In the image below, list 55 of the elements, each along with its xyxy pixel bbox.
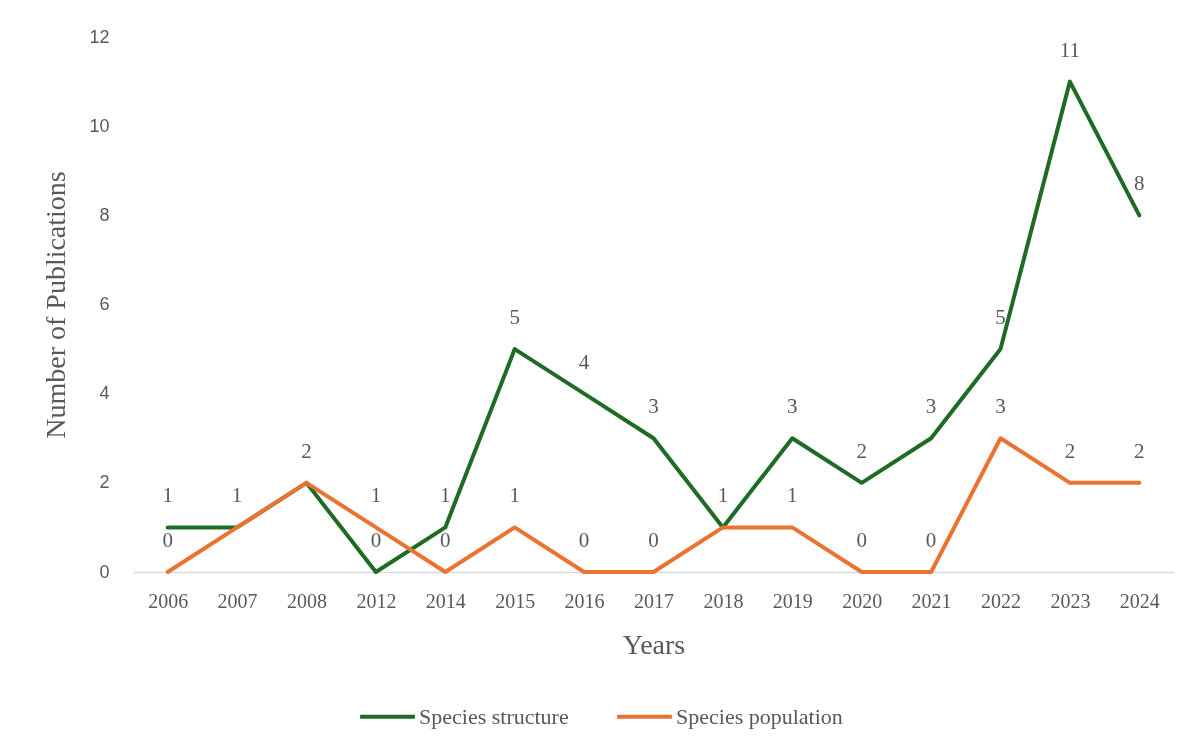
- x-tick-label: 2017: [634, 589, 674, 612]
- x-tick-label: 2024: [1119, 589, 1160, 612]
- x-tick-label: 2022: [981, 589, 1021, 612]
- data-label: 5: [995, 305, 1006, 330]
- data-label: 5: [509, 305, 520, 330]
- x-tick-label: 2012: [356, 589, 397, 612]
- data-label: 1: [231, 483, 243, 508]
- y-tick-label: 2: [99, 472, 110, 493]
- data-label: 0: [370, 528, 382, 552]
- y-tick-label: 12: [89, 26, 110, 47]
- y-tick-label: 4: [99, 383, 110, 404]
- data-label: 2: [1134, 438, 1145, 463]
- data-label: 8: [1134, 171, 1145, 196]
- x-tick-label: 2019: [772, 589, 813, 612]
- x-tick-label: 2007: [217, 589, 258, 612]
- data-label: 3: [648, 394, 659, 419]
- x-tick-label: 2021: [911, 589, 952, 612]
- x-tick-label: 2018: [703, 589, 744, 612]
- x-tick-label: 2023: [1050, 589, 1091, 612]
- data-label: 0: [856, 528, 867, 552]
- line-series: [165, 436, 1142, 574]
- data-label: 11: [1059, 37, 1081, 62]
- x-tick-label: 2006: [148, 589, 189, 612]
- legend-label: Species population: [676, 703, 843, 729]
- y-tick-label: 8: [99, 204, 110, 225]
- x-tick-label: 2020: [842, 589, 883, 612]
- x-tick-label: 2008: [287, 589, 327, 612]
- data-label: 0: [162, 528, 173, 552]
- y-tick-label: 0: [99, 561, 110, 582]
- y-tick-label: 10: [89, 115, 110, 136]
- data-label: 1: [787, 483, 798, 508]
- data-label: 4: [578, 349, 590, 374]
- data-label: 3: [787, 394, 798, 419]
- data-label: 3: [925, 394, 937, 419]
- data-label: 1: [509, 483, 520, 508]
- data-label: 0: [440, 528, 451, 552]
- data-label: 1: [440, 483, 451, 508]
- x-tick-label: 2014: [425, 589, 466, 612]
- x-axis-title: Years: [622, 628, 686, 660]
- data-label: 1: [370, 483, 382, 508]
- data-label: 2: [856, 438, 867, 463]
- data-label: 0: [578, 528, 590, 552]
- data-label: 2: [301, 438, 312, 463]
- x-tick-label: 2016: [564, 589, 605, 612]
- x-tick-label: 2015: [495, 589, 536, 612]
- data-label: 1: [717, 483, 729, 508]
- line-series: [165, 79, 1142, 574]
- y-tick-label: 6: [99, 294, 110, 314]
- legend-label: Species structure: [419, 703, 569, 729]
- data-label: 3: [995, 394, 1006, 419]
- y-axis-title: Number of Publications: [40, 171, 72, 439]
- data-label: 0: [648, 528, 659, 552]
- data-label: 2: [1064, 438, 1076, 463]
- data-label: 0: [925, 528, 937, 552]
- data-label: 1: [162, 483, 173, 508]
